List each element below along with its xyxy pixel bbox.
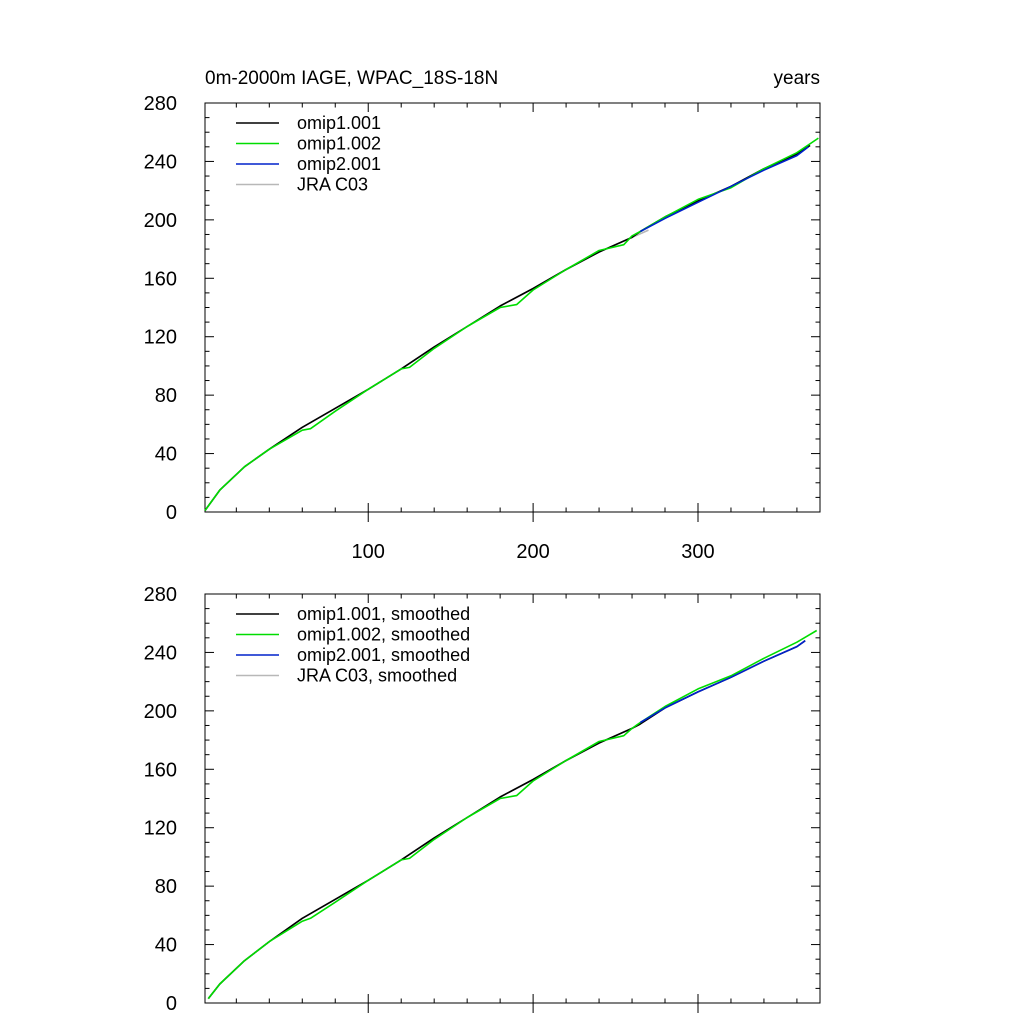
x-tick-label: 100 bbox=[352, 541, 385, 563]
series-line-2 bbox=[207, 640, 806, 1000]
y-tick-label: 280 bbox=[144, 93, 177, 115]
chart-panel-1: 0 40 80 120 160 200 240 280 100 200 300 0m-2000m IA… bbox=[144, 68, 821, 563]
legend-label: omip1.001 bbox=[297, 113, 381, 133]
x-tick-label: 200 bbox=[516, 541, 549, 563]
y-tick-label: 0 bbox=[166, 993, 177, 1015]
legend-label: JRA C03, smoothed bbox=[297, 666, 457, 686]
series-line-1 bbox=[207, 723, 641, 1000]
y-tick-label: 200 bbox=[144, 701, 177, 723]
units-label: years bbox=[774, 68, 820, 89]
y-tick-label: 160 bbox=[144, 759, 177, 781]
y-tick-label: 240 bbox=[144, 151, 177, 173]
legend-label: omip2.001 bbox=[297, 154, 381, 174]
legend-label: omip1.001, smoothed bbox=[297, 604, 470, 624]
legend-label: omip2.001, smoothed bbox=[297, 645, 470, 665]
y-tick-label: 120 bbox=[144, 818, 177, 840]
legend-label: omip1.002, smoothed bbox=[297, 625, 470, 645]
y-tick-label: 80 bbox=[155, 385, 177, 407]
series-line-4 bbox=[639, 146, 809, 233]
y-tick-label: 240 bbox=[144, 642, 177, 664]
y-tick-label: 40 bbox=[155, 935, 177, 957]
y-tick-label: 120 bbox=[144, 327, 177, 349]
series-line-3 bbox=[204, 137, 819, 511]
chart-title: 0m-2000m IAGE, WPAC_18S-18N bbox=[205, 68, 498, 89]
series-line-1 bbox=[204, 229, 649, 511]
y-tick-label: 160 bbox=[144, 268, 177, 290]
y-tick-label: 0 bbox=[166, 502, 177, 524]
x-tick-label: 300 bbox=[681, 541, 714, 563]
y-tick-label: 40 bbox=[155, 444, 177, 466]
y-tick-label: 280 bbox=[144, 584, 177, 606]
legend-label: JRA C03 bbox=[297, 175, 368, 195]
y-tick-label: 200 bbox=[144, 210, 177, 232]
series-line-4 bbox=[639, 640, 806, 724]
series-line-2 bbox=[204, 144, 811, 511]
series-line-3 bbox=[207, 629, 818, 1000]
legend-label: omip1.002 bbox=[297, 134, 381, 154]
y-tick-label: 80 bbox=[155, 876, 177, 898]
